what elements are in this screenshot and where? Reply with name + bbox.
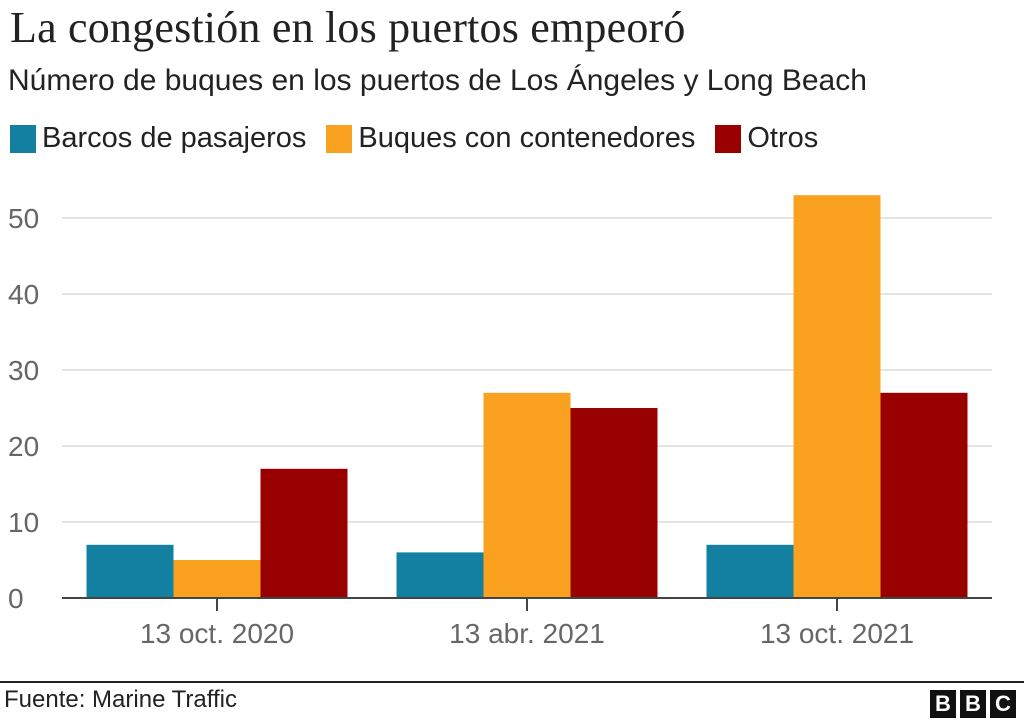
bbc-logo: B B C [926,690,1016,718]
bar [483,392,571,598]
y-tick-label: 50 [8,203,39,234]
bar [793,195,881,598]
bar [396,552,484,598]
bbc-logo-letter: B [930,690,956,718]
legend-swatch-passenger [10,124,36,153]
chart-title: La congestión en los puertos empeoró [10,3,686,52]
y-tick-label: 10 [8,507,39,538]
legend-item-container: Buques con contenedores [326,122,695,155]
legend-label-passenger: Barcos de pasajeros [42,122,307,154]
legend-item-other: Otros [715,122,818,155]
x-tick-label: 13 abr. 2021 [449,618,605,649]
x-tick-label: 13 oct. 2020 [140,618,294,649]
bar [173,560,261,598]
y-tick-label: 40 [8,279,39,310]
legend-item-passenger: Barcos de pasajeros [10,122,306,155]
bar-chart: 0 10 20 30 40 50 13 oct. 2020 13 abr. 2021 13 oc… [8,195,992,649]
legend: Barcos de pasajeros Buques con contenedo… [10,122,838,155]
footer-divider [0,681,1024,683]
legend-label-other: Otros [747,122,819,154]
chart-subtitle: Número de buques en los puertos de Los Á… [8,64,867,97]
bar [260,468,348,598]
y-tick-label: 0 [8,583,24,614]
legend-label-container: Buques con contenedores [358,122,696,154]
bar [570,408,658,598]
legend-swatch-other [715,124,742,153]
bbc-logo-letter: C [990,690,1016,718]
y-tick-label: 30 [8,355,39,386]
bar [880,392,968,598]
x-tick-label: 13 oct. 2021 [760,618,914,649]
bar [86,544,174,598]
y-tick-label: 20 [8,431,39,462]
legend-swatch-container [326,124,353,153]
bar [706,544,794,598]
bbc-logo-letter: B [960,690,986,718]
source-note: Fuente: Marine Traffic [4,686,237,713]
